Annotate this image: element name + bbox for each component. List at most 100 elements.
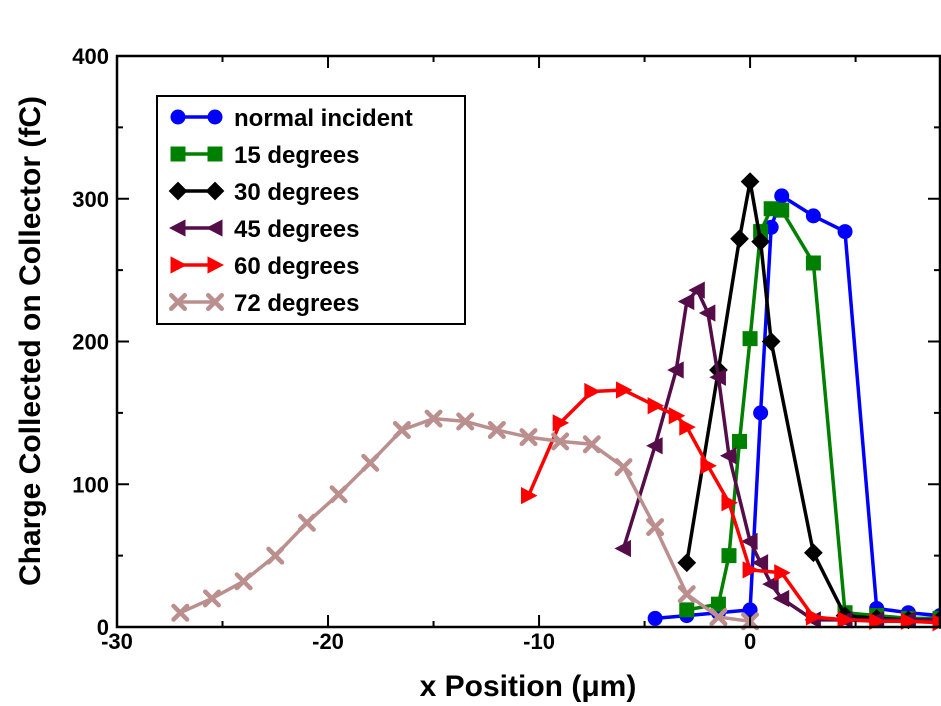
data-point xyxy=(804,543,823,563)
data-point xyxy=(751,554,769,572)
data-point xyxy=(646,518,665,537)
data-point xyxy=(774,564,791,582)
legend-marker xyxy=(170,256,187,274)
data-point xyxy=(700,457,717,475)
data-point xyxy=(774,188,790,204)
legend-marker xyxy=(170,109,186,125)
x-tick-label: -30 xyxy=(101,629,133,654)
legend-label: 15 degrees xyxy=(234,142,359,169)
data-point xyxy=(761,332,781,351)
legend-entry: normal incident xyxy=(170,105,413,132)
data-point xyxy=(772,589,790,608)
data-point xyxy=(709,368,726,386)
data-point xyxy=(732,433,748,449)
data-point xyxy=(710,596,726,612)
data-point xyxy=(742,561,760,579)
data-point xyxy=(869,612,886,630)
y-axis-title: Charge Collected on Collector (fC) xyxy=(14,96,47,586)
legend-marker xyxy=(206,293,224,311)
data-point xyxy=(805,608,823,626)
series-line xyxy=(526,388,941,625)
legend-marker xyxy=(170,146,186,162)
axis-ticks: -30 -20 -10 0 0 100 200 300 400 xyxy=(72,44,940,654)
legend: normal incident 15 degrees 30 degrees 45 de… xyxy=(156,95,466,325)
legend-marker xyxy=(207,109,223,125)
x-tick-label: -20 xyxy=(312,629,344,654)
data-point xyxy=(297,513,316,532)
data-point xyxy=(646,437,663,455)
data-point xyxy=(667,361,684,379)
x-tick-label: 0 xyxy=(744,629,756,654)
data-point xyxy=(900,612,918,630)
legend-entry: 30 degrees xyxy=(168,179,359,206)
data-point xyxy=(266,546,285,565)
legend-label: 30 degrees xyxy=(234,179,359,206)
plot-content xyxy=(171,172,941,632)
data-point xyxy=(688,281,705,299)
legend-entry: 60 degrees xyxy=(170,253,359,280)
data-point xyxy=(392,421,411,440)
data-point xyxy=(740,172,760,191)
data-point xyxy=(647,610,663,626)
legend-label: 72 degrees xyxy=(234,290,359,317)
data-point xyxy=(677,292,695,311)
data-point xyxy=(424,409,443,428)
data-point xyxy=(668,407,686,425)
data-point xyxy=(721,548,737,564)
series-2 xyxy=(679,201,941,626)
data-point xyxy=(552,414,570,432)
y-tick-label: 0 xyxy=(97,615,109,640)
legend-marker xyxy=(169,219,186,237)
data-point xyxy=(234,572,253,591)
series-6 xyxy=(171,409,760,631)
data-point xyxy=(753,405,769,421)
legend-frame xyxy=(156,95,466,325)
data-point xyxy=(677,585,696,604)
data-point xyxy=(456,412,475,431)
data-point xyxy=(751,232,771,251)
data-point xyxy=(519,428,538,447)
data-point xyxy=(805,208,821,224)
y-tick-label: 200 xyxy=(72,330,109,355)
legend-entry: 72 degrees xyxy=(169,290,359,317)
data-point xyxy=(582,435,601,454)
data-point xyxy=(647,397,665,415)
data-point xyxy=(615,381,633,399)
data-point xyxy=(679,602,695,618)
y-tick-label: 300 xyxy=(72,187,109,212)
data-point xyxy=(551,432,570,451)
legend-entry: 45 degrees xyxy=(169,216,359,243)
data-point xyxy=(742,331,758,347)
data-point xyxy=(742,602,758,618)
data-point xyxy=(774,202,790,218)
y-tick-label: 100 xyxy=(72,472,109,497)
legend-marker xyxy=(207,256,224,274)
data-point xyxy=(805,255,821,271)
data-point xyxy=(329,485,348,504)
data-point xyxy=(709,608,728,627)
data-point xyxy=(837,224,853,240)
y-tick-label: 400 xyxy=(72,44,109,69)
data-point xyxy=(741,532,758,550)
legend-label: 60 degrees xyxy=(234,253,359,280)
data-point xyxy=(698,304,716,322)
legend-marker xyxy=(205,181,225,201)
data-point xyxy=(584,382,601,401)
data-point xyxy=(361,453,380,472)
series-line xyxy=(654,194,941,621)
legend-marker xyxy=(168,181,188,201)
data-point xyxy=(614,539,631,558)
legend-marker xyxy=(206,219,223,237)
legend-entry: 15 degrees xyxy=(170,142,359,169)
series-3 xyxy=(677,172,941,630)
data-point xyxy=(521,487,538,505)
x-axis-title: x Position (μm) xyxy=(420,670,637,703)
data-point xyxy=(171,603,190,622)
legend-label: normal incident xyxy=(234,105,413,132)
data-point xyxy=(487,421,506,440)
data-point xyxy=(614,458,633,477)
data-point xyxy=(730,229,749,249)
legend-label: 45 degrees xyxy=(234,216,359,243)
data-point xyxy=(837,611,855,629)
